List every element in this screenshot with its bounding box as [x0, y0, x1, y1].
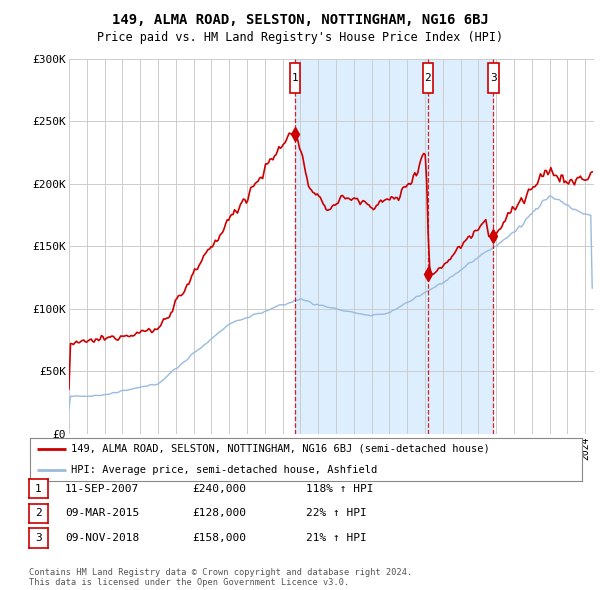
Text: 2: 2: [35, 509, 42, 518]
Bar: [295, 59, 493, 434]
Text: £128,000: £128,000: [192, 509, 246, 518]
Text: 3: 3: [35, 533, 42, 543]
Text: 11-SEP-2007: 11-SEP-2007: [65, 484, 139, 493]
FancyBboxPatch shape: [488, 63, 499, 93]
Text: £158,000: £158,000: [192, 533, 246, 543]
Text: 2: 2: [425, 73, 431, 83]
Text: HPI: Average price, semi-detached house, Ashfield: HPI: Average price, semi-detached house,…: [71, 466, 377, 475]
Text: 22% ↑ HPI: 22% ↑ HPI: [306, 509, 367, 518]
Text: Contains HM Land Registry data © Crown copyright and database right 2024.
This d: Contains HM Land Registry data © Crown c…: [29, 568, 412, 587]
Text: 3: 3: [490, 73, 497, 83]
Text: 149, ALMA ROAD, SELSTON, NOTTINGHAM, NG16 6BJ (semi-detached house): 149, ALMA ROAD, SELSTON, NOTTINGHAM, NG1…: [71, 444, 490, 454]
Text: 149, ALMA ROAD, SELSTON, NOTTINGHAM, NG16 6BJ: 149, ALMA ROAD, SELSTON, NOTTINGHAM, NG1…: [112, 13, 488, 27]
FancyBboxPatch shape: [422, 63, 433, 93]
Text: 21% ↑ HPI: 21% ↑ HPI: [306, 533, 367, 543]
Text: 09-NOV-2018: 09-NOV-2018: [65, 533, 139, 543]
Text: Price paid vs. HM Land Registry's House Price Index (HPI): Price paid vs. HM Land Registry's House …: [97, 31, 503, 44]
Text: 118% ↑ HPI: 118% ↑ HPI: [306, 484, 373, 493]
Text: 09-MAR-2015: 09-MAR-2015: [65, 509, 139, 518]
FancyBboxPatch shape: [290, 63, 301, 93]
Text: £240,000: £240,000: [192, 484, 246, 493]
Text: 1: 1: [292, 73, 298, 83]
Text: 1: 1: [35, 484, 42, 493]
